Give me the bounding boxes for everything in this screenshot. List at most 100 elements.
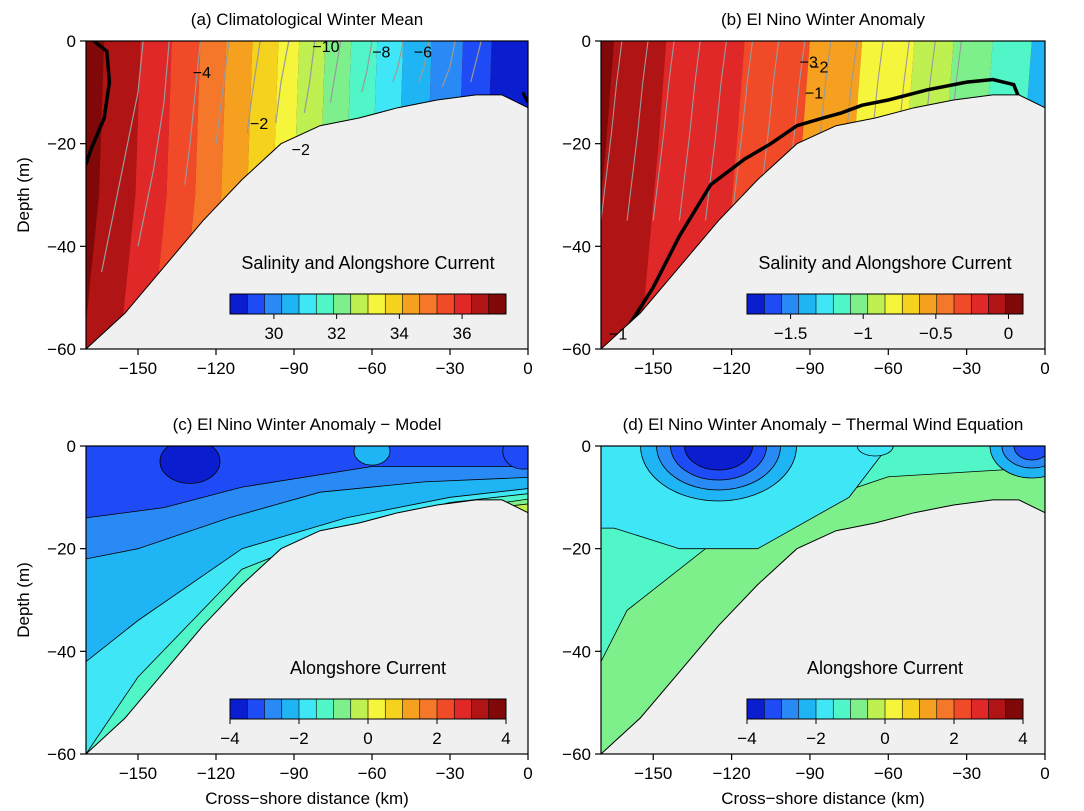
y-tick-label: −60 xyxy=(562,745,591,764)
y-axis-label: Depth (m) xyxy=(14,157,33,233)
seabed-line xyxy=(601,499,1045,754)
velocity-contour xyxy=(184,41,201,185)
colorbar-swatch xyxy=(454,699,472,719)
seabed-land xyxy=(86,94,528,349)
velocity-core xyxy=(353,446,391,466)
colorbar-swatch xyxy=(902,294,920,314)
x-tick-label: −30 xyxy=(436,359,465,378)
seabed-line xyxy=(601,94,1045,349)
colorbar-swatch xyxy=(299,699,317,719)
velocity-contour xyxy=(215,41,230,144)
colorbar-swatch xyxy=(885,294,903,314)
colorbar-tick-label: 4 xyxy=(501,729,510,748)
colorbar-swatch xyxy=(919,699,938,719)
colorbar-swatch xyxy=(850,294,869,314)
field-label: Alongshore Current xyxy=(807,658,963,678)
colorbar-swatch xyxy=(971,699,989,719)
colorbar-tick-label: 32 xyxy=(327,324,346,343)
x-tick-label: −60 xyxy=(358,764,387,783)
colorbar-swatch xyxy=(368,294,386,314)
colorbar-swatch xyxy=(850,699,869,719)
y-tick-label: 0 xyxy=(582,437,591,456)
colorbar-swatch xyxy=(281,699,300,719)
colorbar-tick-label: 36 xyxy=(453,324,472,343)
colorbar-swatch xyxy=(798,294,817,314)
velocity-core xyxy=(856,446,894,457)
colorbar-swatch xyxy=(936,699,955,719)
y-tick-label: −20 xyxy=(47,540,76,559)
panel-title: (c) El Nino Winter Anomaly − Model xyxy=(173,415,442,434)
seabed-land xyxy=(86,499,528,754)
colorbar-swatch xyxy=(299,294,317,314)
plot-frame xyxy=(85,445,529,755)
colorbar-swatch xyxy=(230,294,248,314)
panel-title: (b) El Nino Winter Anomaly xyxy=(721,10,926,29)
colorbar-tick-label: 2 xyxy=(432,729,441,748)
colorbar-swatch xyxy=(264,294,283,314)
velocity-contour xyxy=(731,41,754,221)
x-tick-label: −60 xyxy=(874,359,903,378)
axes-a: −150 −120 −90 −60 −30 0 0 −20 −40 −60 (a) Climatol… xyxy=(14,10,533,378)
colorbar-swatch xyxy=(988,699,1007,719)
contour-label: −10 xyxy=(312,39,339,56)
colorbar-swatch xyxy=(902,699,920,719)
contour-label: −1 xyxy=(805,85,823,102)
colorbar-tick-label: 0 xyxy=(363,729,372,748)
field-label: Alongshore Current xyxy=(290,658,446,678)
colorbar-swatch xyxy=(402,294,421,314)
colorbar-frame xyxy=(746,293,1024,315)
colorbar-tick-label: 0 xyxy=(1004,324,1013,343)
velocity-contour xyxy=(246,41,261,134)
colorbar-swatch xyxy=(1005,294,1024,314)
colorbar-swatch xyxy=(264,699,283,719)
axes-c: −150 −120 −90 −60 −30 00−20−40−60(c) El Nino … xyxy=(14,415,533,808)
velocity-contour xyxy=(275,41,290,124)
x-tick-label: −90 xyxy=(280,359,309,378)
colorbar-tick-label: 30 xyxy=(264,324,283,343)
contour-label: −2 xyxy=(250,116,268,133)
y-tick-label: −20 xyxy=(562,135,591,154)
colorbar-frame xyxy=(229,293,507,315)
colorbar-swatch xyxy=(747,699,765,719)
y-tick-label: −20 xyxy=(562,540,591,559)
x-tick-label: −150 xyxy=(119,764,157,783)
contour-label: −1 xyxy=(609,327,627,344)
contour-label: −2 xyxy=(292,142,310,159)
colorbar-swatch xyxy=(936,294,955,314)
colorbar-swatch xyxy=(816,294,834,314)
colorbar-swatch xyxy=(781,294,800,314)
colorbar-swatch xyxy=(419,294,438,314)
salinity-band xyxy=(86,41,141,349)
plot-frame xyxy=(600,445,1046,755)
velocity-core xyxy=(159,446,221,484)
colorbar-swatch xyxy=(316,699,334,719)
colorbar-tick-label: 34 xyxy=(390,324,409,343)
y-tick-label: −40 xyxy=(47,642,76,661)
contour-label: −3 xyxy=(800,55,818,72)
colorbar-swatch xyxy=(988,294,1007,314)
plot-frame xyxy=(600,40,1046,350)
colorbar-swatch xyxy=(402,699,421,719)
velocity-core xyxy=(502,446,528,470)
contour-label: −8 xyxy=(372,44,390,61)
colorbar-swatch xyxy=(281,294,300,314)
colorbar-tick-label: −4 xyxy=(220,729,239,748)
colorbar-swatch xyxy=(247,294,265,314)
velocity-contour xyxy=(704,41,727,221)
colorbar-swatch xyxy=(971,294,989,314)
zero-velocity-contour xyxy=(521,91,528,104)
y-tick-label: −40 xyxy=(47,237,76,256)
colorbar-swatch xyxy=(230,699,248,719)
y-tick-label: 0 xyxy=(582,32,591,51)
colorbar-swatch xyxy=(350,294,369,314)
x-tick-label: −120 xyxy=(712,764,750,783)
y-axis-label: Depth (m) xyxy=(14,562,33,638)
colorbar-swatch xyxy=(419,699,438,719)
x-tick-label: 0 xyxy=(523,359,532,378)
axes-d: −150 −120 −90 −60 −30 00−20−40−60(d) El Nino … xyxy=(562,415,1050,808)
velocity-contour xyxy=(392,41,404,83)
x-tick-label: −30 xyxy=(952,764,981,783)
plot-frame xyxy=(85,40,529,350)
colorbar-swatch xyxy=(764,294,782,314)
